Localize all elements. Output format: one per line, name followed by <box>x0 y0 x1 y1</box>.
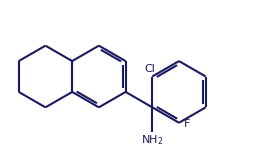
Text: Cl: Cl <box>145 63 156 73</box>
Text: F: F <box>184 119 190 129</box>
Text: NH$_2$: NH$_2$ <box>141 134 164 147</box>
